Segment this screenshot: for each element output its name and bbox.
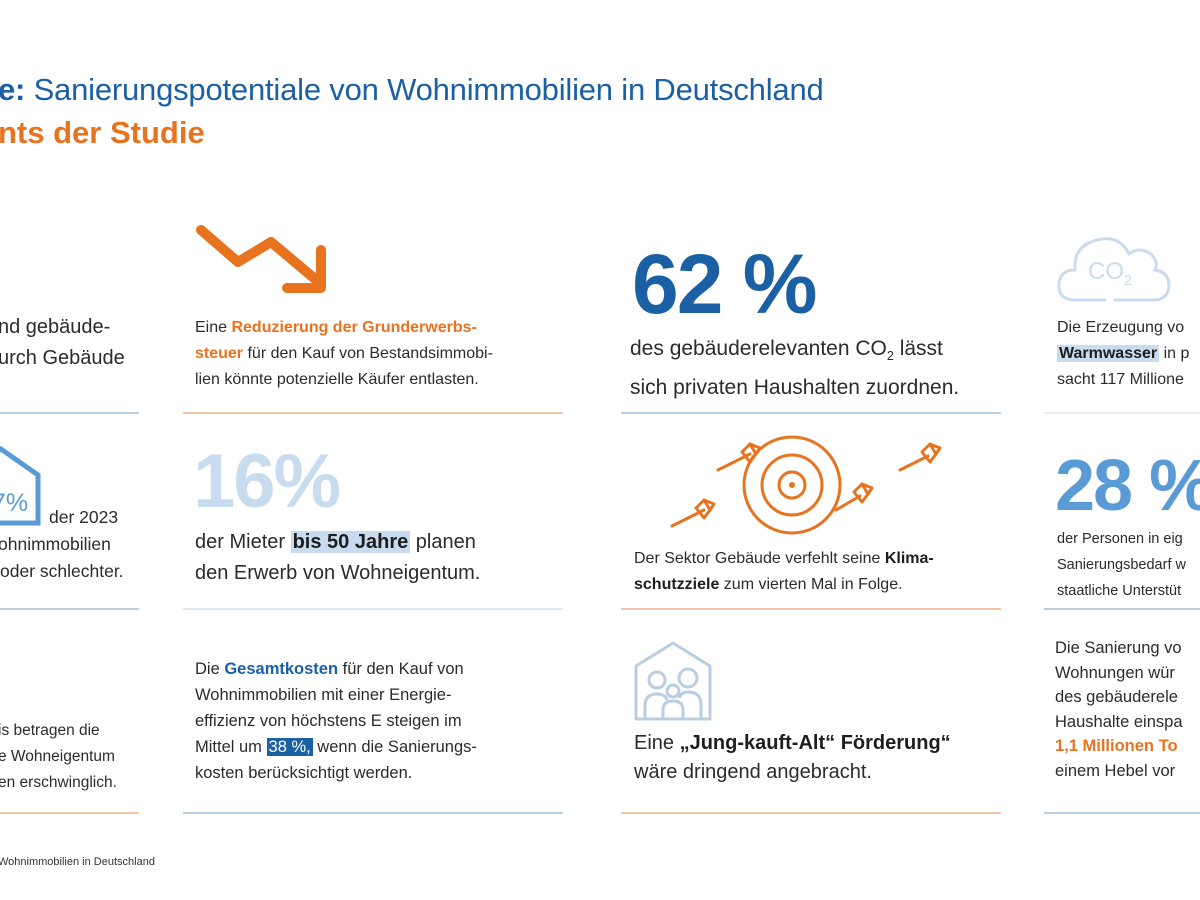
house-percent-icon: 7% <box>0 445 42 532</box>
col0-card3-text: is betragen die e Wohneigentum en erschw… <box>0 718 117 796</box>
text-span: Eine <box>634 732 680 754</box>
text-line: lien könnte potenzielle Käufer entlasten… <box>195 371 479 388</box>
divider <box>1044 412 1200 414</box>
highlight-jung-kauft-alt: „Jung-kauft-Alt“ Förderung“ <box>679 732 951 754</box>
text-line: der Personen in eig <box>1057 531 1183 547</box>
text-span: Der Sektor Gebäude verfehlt seine <box>634 550 885 567</box>
col2-card2-text: Der Sektor Gebäude verfehlt seine Klima-… <box>634 546 934 598</box>
stat-16-percent: 16% <box>193 439 341 524</box>
divider <box>621 608 1001 610</box>
text-span: schutzziele <box>634 576 720 593</box>
col0-card1-text: nd gebäude- urch Gebäude <box>0 312 125 374</box>
col2-card1-text: des gebäuderelevanten CO2 lässt sich pri… <box>630 333 959 404</box>
col1-card2-text: der Mieter bis 50 Jahre planen den Erwer… <box>195 527 480 589</box>
text-span: Mittel um <box>195 738 267 756</box>
page-title: e: Sanierungspotentiale von Wohnimmobili… <box>0 72 824 108</box>
text-line: den Erwerb von Wohneigentum. <box>195 562 481 584</box>
col0-card2-line3: oder schlechter. <box>0 561 124 581</box>
text-line: des gebäuderele <box>1055 688 1178 706</box>
text-line: Wohnungen wür <box>1055 663 1175 682</box>
stat-62-percent: 62 % <box>632 237 817 331</box>
highlight-grunderwerbssteuer: Reduzierung der Grunderwerbs- <box>231 319 477 336</box>
stat-28-percent: 28 % <box>1055 446 1200 526</box>
source-note: Wohnimmobilien in Deutschland <box>0 856 155 868</box>
divider <box>1044 812 1200 814</box>
col3-card2-text: der Personen in eig Sanierungsbedarf w s… <box>1057 526 1186 604</box>
col2-card3-text: Eine „Jung-kauft-Alt“ Förderung“ wäre dr… <box>634 729 951 787</box>
text-span: in p <box>1159 345 1190 362</box>
col1-card3-text: Die Gesamtkosten für den Kauf von Wohnim… <box>195 656 477 786</box>
text-line: is betragen die <box>0 722 100 739</box>
highlight-gesamtkosten: Gesamtkosten <box>224 660 339 678</box>
text-span: Die <box>195 660 225 678</box>
divider <box>621 412 1001 414</box>
col1-card1-text: Eine Reduzierung der Grunderwerbs- steue… <box>195 315 493 393</box>
text-line: en erschwinglich. <box>0 774 117 791</box>
text-line: kosten berücksichtigt werden. <box>195 764 413 782</box>
house-icon-text: 7% <box>0 489 29 517</box>
text-span: des gebäuderelevanten CO <box>630 337 887 360</box>
text-line: staatliche Unterstüt <box>1057 583 1182 599</box>
divider <box>0 608 139 610</box>
target-darts-icon <box>650 430 950 545</box>
text-span: der Mieter <box>195 531 291 553</box>
subscript: 2 <box>886 349 894 364</box>
text-line: Die Erzeugung vo <box>1057 319 1185 336</box>
text-line: Die Sanierung vo <box>1055 639 1182 657</box>
text-span: für den Kauf von <box>338 660 464 678</box>
subscript: 2 <box>1124 272 1133 289</box>
text-span: Eine <box>195 319 232 336</box>
text-line: e Wohneigentum <box>0 748 115 765</box>
co2-cloud-icon: CO2 <box>1055 230 1173 309</box>
text-line: sacht 117 Millione <box>1057 371 1184 388</box>
text-line: sich privaten Haushalten zuordnen. <box>630 376 960 400</box>
text-line: urch Gebäude <box>0 347 125 369</box>
divider <box>183 608 563 610</box>
text-line: Haushalte einspa <box>1055 712 1183 731</box>
text-span: CO <box>1088 258 1124 285</box>
col3-card1-text: Die Erzeugung vo Warmwasser in p sacht 1… <box>1057 315 1189 393</box>
divider <box>183 812 563 814</box>
text-line: Wohnimmobilien mit einer Energie- <box>195 686 452 704</box>
text-span: für den Kauf von Bestandsimmobi- <box>243 345 493 362</box>
co2-icon-text: CO2 <box>1088 258 1132 289</box>
text-line: Sanierungsbedarf w <box>1057 557 1186 573</box>
trend-down-arrow-icon <box>193 222 333 305</box>
divider <box>621 812 1001 814</box>
col0-card2-line1: der 2023 <box>49 507 119 527</box>
highlight-klimaschutzziele: Klima- <box>884 550 934 567</box>
col3-card3-text: Die Sanierung vo Wohnungen wür des gebäu… <box>1055 636 1183 783</box>
text-span: wenn die Sanierungs- <box>312 738 477 756</box>
highlight-steuer: steuer <box>195 345 244 362</box>
page-subtitle: nts der Studie <box>0 115 205 150</box>
text-line: effizienz von höchstens E steigen im <box>195 712 462 730</box>
highlight-1-1-millionen: 1,1 Millionen To <box>1055 737 1178 755</box>
text-line: wäre dringend angebracht. <box>634 761 872 783</box>
text-line: einem Hebel vor <box>1055 761 1176 780</box>
divider <box>1044 608 1200 610</box>
highlight-38-percent: 38 %, <box>266 738 313 756</box>
title-prefix: e: <box>0 72 26 107</box>
divider <box>183 412 563 414</box>
divider <box>0 412 139 414</box>
col0-card2-line2: ohnimmobilien <box>0 534 111 554</box>
text-span: planen <box>410 531 476 553</box>
highlight-warmwasser: Warmwasser <box>1057 345 1160 362</box>
family-house-icon <box>633 640 713 727</box>
text-line: nd gebäude- <box>0 316 111 338</box>
title-main: Sanierungspotentiale von Wohnimmobilien … <box>25 72 824 107</box>
text-span: lässt <box>893 337 943 360</box>
divider <box>0 812 139 814</box>
text-span: zum vierten Mal in Folge. <box>719 576 903 593</box>
highlight-bis-50-jahre: bis 50 Jahre <box>290 531 411 553</box>
